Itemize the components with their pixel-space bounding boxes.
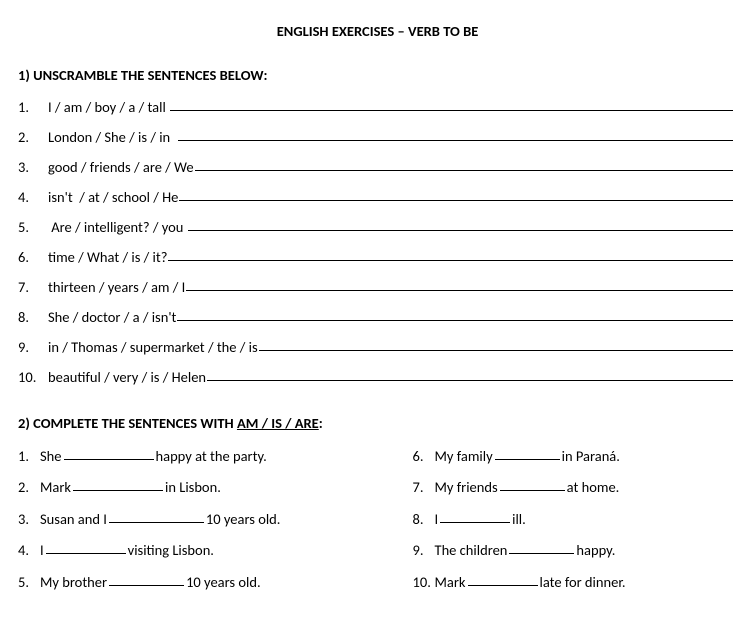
- item-number: 8.: [413, 510, 435, 528]
- sentence-pre: I: [40, 541, 44, 559]
- item-text: time / What / is / it?: [48, 248, 167, 266]
- sentence-pre: The children: [435, 541, 508, 559]
- exercise1-item: 1.I / am / boy / a / tall: [18, 98, 737, 116]
- section2-heading-underlined: AM / IS / ARE: [237, 414, 319, 432]
- sentence-post: happy.: [576, 541, 615, 559]
- item-text: beautiful / very / is / Helen: [48, 368, 206, 386]
- item-number: 9.: [413, 541, 435, 559]
- exercise2-item: 2.Mark in Lisbon.: [18, 478, 343, 497]
- exercise1-item: 5. Are / intelligent? / you: [18, 218, 737, 236]
- sentence-post: 10 years old.: [206, 510, 281, 528]
- fill-blank: [109, 508, 204, 523]
- fill-blank: [440, 508, 510, 523]
- item-text: She / doctor / a / isn't: [48, 308, 176, 326]
- item-text: in / Thomas / supermarket / the / is: [48, 338, 258, 356]
- item-number: 3.: [18, 510, 40, 528]
- exercise2-item: 1.She happy at the party.: [18, 446, 343, 465]
- sentence-post: in Lisbon.: [165, 478, 221, 496]
- answer-line: [177, 320, 733, 321]
- fill-blank: [500, 477, 565, 492]
- item-number: 2.: [18, 478, 40, 496]
- sentence-pre: My friends: [435, 478, 498, 496]
- item-number: 5.: [18, 573, 40, 591]
- answer-line: [188, 230, 733, 231]
- exercise2-item: 4.I visiting Lisbon.: [18, 541, 343, 560]
- sentence-post: 10 years old.: [186, 573, 261, 591]
- exercise2-item: 10.Mark late for dinner.: [413, 572, 738, 591]
- exercise2-left-col: 1.She happy at the party. 2.Mark in Lisbo…: [18, 446, 343, 604]
- item-number: 5.: [18, 218, 48, 236]
- item-number: 6.: [18, 248, 48, 266]
- exercise1-item: 9.in / Thomas / supermarket / the / is: [18, 338, 737, 356]
- fill-blank: [109, 571, 184, 586]
- exercise1-item: 2.London / She / is / in: [18, 128, 737, 146]
- item-number: 2.: [18, 128, 48, 146]
- sentence-post: visiting Lisbon.: [128, 541, 214, 559]
- exercise1-item: 10.beautiful / very / is / Helen: [18, 368, 737, 386]
- sentence-post: happy at the party.: [156, 447, 267, 465]
- exercise2-item: 5.My brother 10 years old.: [18, 572, 343, 591]
- sentence-pre: My brother: [40, 573, 107, 591]
- exercise1-item: 8.She / doctor / a / isn't: [18, 308, 737, 326]
- item-number: 7.: [413, 478, 435, 496]
- answer-line: [179, 200, 733, 201]
- sentence-post: late for dinner.: [540, 573, 626, 591]
- sentence-pre: Mark: [40, 478, 71, 496]
- page-title: ENGLISH EXERCISES – VERB TO BE: [18, 22, 737, 40]
- section2-heading-pre: 2) COMPLETE THE SENTENCES WITH: [18, 414, 237, 432]
- item-number: 4.: [18, 188, 48, 206]
- item-text: Are / intelligent? / you: [48, 218, 187, 236]
- item-number: 8.: [18, 308, 48, 326]
- exercise1-item: 3.good / friends / are / We: [18, 158, 737, 176]
- exercise2-item: 3.Susan and I 10 years old.: [18, 509, 343, 528]
- answer-line: [195, 170, 733, 171]
- exercise2-item: 6.My family in Paraná.: [413, 446, 738, 465]
- item-number: 1.: [18, 447, 40, 465]
- item-number: 10.: [413, 573, 435, 591]
- fill-blank: [73, 477, 163, 492]
- item-number: 7.: [18, 278, 48, 296]
- item-number: 10.: [18, 368, 48, 386]
- item-text: good / friends / are / We: [48, 158, 194, 176]
- exercise2-right-col: 6.My family in Paraná. 7.My friends at ho…: [413, 446, 738, 604]
- section2-heading-post: :: [319, 414, 323, 432]
- answer-line: [207, 380, 733, 381]
- item-number: 6.: [413, 447, 435, 465]
- item-text: London / She / is / in: [48, 128, 177, 146]
- exercise1-item: 6.time / What / is / it?: [18, 248, 737, 266]
- sentence-post: ill.: [512, 510, 526, 528]
- exercise2-item: 8. I ill.: [413, 509, 738, 528]
- exercise1-item: 7.thirteen / years / am / I: [18, 278, 737, 296]
- section2-heading: 2) COMPLETE THE SENTENCES WITH AM / IS /…: [18, 414, 737, 432]
- sentence-pre: I: [435, 510, 439, 528]
- sentence-post: in Paraná.: [562, 447, 620, 465]
- item-number: 9.: [18, 338, 48, 356]
- sentence-post: at home.: [567, 478, 620, 496]
- fill-blank: [495, 445, 560, 460]
- answer-line: [170, 110, 733, 111]
- exercise2-item: 9.The children happy.: [413, 541, 738, 560]
- exercise1-item: 4.isn't / at / school / He: [18, 188, 737, 206]
- answer-line: [168, 260, 733, 261]
- exercise1-list: 1.I / am / boy / a / tall 2.London / She…: [18, 98, 737, 386]
- item-number: 1.: [18, 98, 48, 116]
- answer-line: [259, 350, 733, 351]
- fill-blank: [64, 445, 154, 460]
- item-number: 4.: [18, 541, 40, 559]
- answer-line: [186, 290, 733, 291]
- sentence-pre: Susan and I: [40, 510, 107, 528]
- sentence-pre: My family: [435, 447, 493, 465]
- sentence-pre: She: [40, 447, 62, 465]
- item-text: I / am / boy / a / tall: [48, 98, 169, 116]
- fill-blank: [468, 571, 538, 586]
- item-text: isn't / at / school / He: [48, 188, 178, 206]
- answer-line: [178, 140, 733, 141]
- item-text: thirteen / years / am / I: [48, 278, 185, 296]
- exercise2-item: 7.My friends at home.: [413, 478, 738, 497]
- section1-heading: 1) UNSCRAMBLE THE SENTENCES BELOW:: [18, 66, 737, 84]
- item-number: 3.: [18, 158, 48, 176]
- sentence-pre: Mark: [435, 573, 466, 591]
